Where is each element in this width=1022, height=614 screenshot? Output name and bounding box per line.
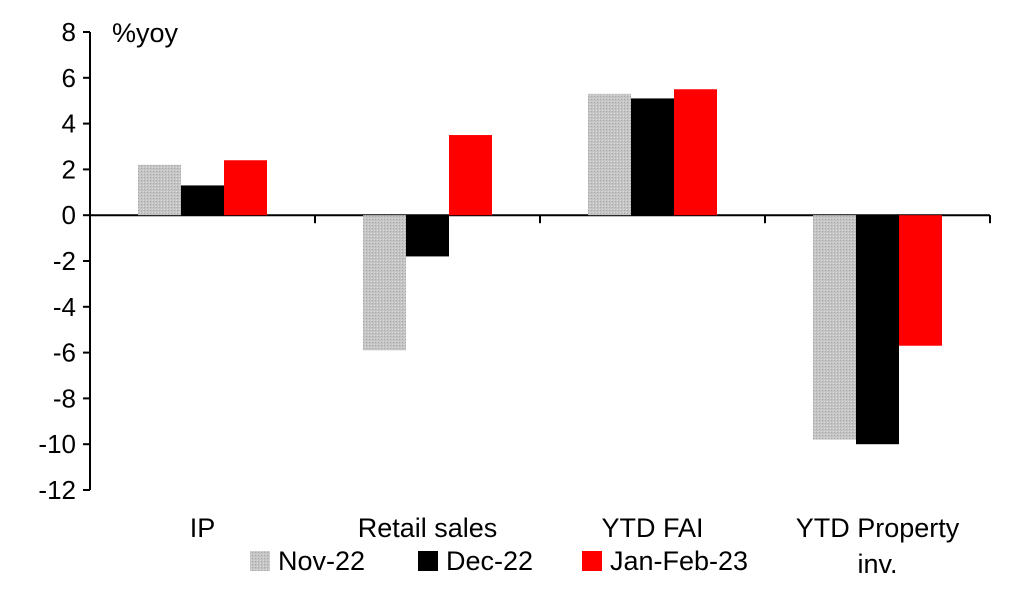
legend-swatch (582, 551, 602, 571)
bar-dec-22 (181, 185, 224, 216)
legend-swatch (418, 551, 438, 571)
y-tick-label: -10 (38, 429, 76, 459)
y-tick-label: -4 (53, 292, 76, 322)
y-tick-label: 8 (62, 17, 76, 47)
y-tick-label: 4 (62, 109, 76, 139)
bar-nov-22 (138, 164, 181, 216)
bar-nov-22 (588, 93, 631, 216)
legend-label: Dec-22 (446, 546, 533, 576)
y-tick-label: 0 (62, 200, 76, 230)
unit-label: %yoy (112, 18, 179, 48)
category-label: inv. (857, 549, 897, 579)
bars (138, 89, 942, 445)
category-label: YTD FAI (601, 513, 703, 543)
y-tick-label: 6 (62, 63, 76, 93)
y-tick-label: 2 (62, 154, 76, 184)
bar-nov-22 (813, 215, 856, 440)
legend-swatch (250, 551, 270, 571)
bar-jan-feb-23 (224, 160, 267, 216)
y-tick-label: -12 (38, 475, 76, 505)
category-labels: IP Retail sales YTD FAI YTD Property inv. (190, 513, 960, 579)
y-tick-label: -8 (53, 383, 76, 413)
legend-label: Nov-22 (278, 546, 365, 576)
bar-dec-22 (631, 98, 674, 216)
bar-jan-feb-23 (674, 89, 717, 216)
legend-label: Jan-Feb-23 (610, 546, 748, 576)
bar-dec-22 (406, 215, 449, 257)
bar-nov-22 (363, 215, 406, 351)
category-label: Retail sales (358, 513, 498, 543)
y-tick-label: -2 (53, 246, 76, 276)
bar-dec-22 (856, 215, 899, 445)
category-label: YTD Property (796, 513, 960, 543)
category-label: IP (190, 513, 216, 543)
bar-jan-feb-23 (899, 215, 942, 346)
bar-jan-feb-23 (449, 135, 492, 216)
legend: Nov-22 Dec-22 Jan-Feb-23 (250, 546, 748, 576)
y-tick-label: -6 (53, 338, 76, 368)
y-axis: 8 6 4 2 0 -2 -4 -6 -8 -10 -12 (38, 17, 91, 505)
